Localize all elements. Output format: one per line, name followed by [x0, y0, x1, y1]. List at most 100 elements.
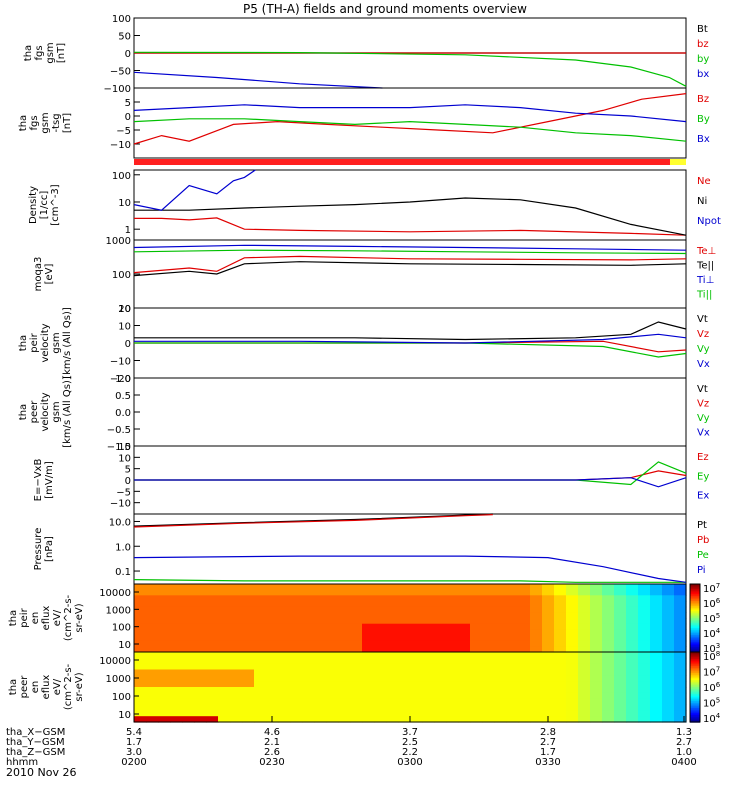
spectrogram-cell [410, 635, 423, 642]
spectrogram-cell [302, 606, 315, 613]
spectrogram-cell [170, 646, 183, 653]
spectrogram-cell [398, 681, 411, 688]
spectrogram-cell [398, 675, 411, 682]
spectrogram-cell [158, 612, 171, 619]
spectrogram-cell [350, 716, 363, 723]
spectrogram-cell [362, 589, 375, 596]
spectrogram-cell [278, 589, 291, 596]
series-line-te [133, 261, 687, 277]
y-axis-label: eV/ [52, 678, 63, 695]
spectrogram-cell [338, 635, 351, 642]
spectrogram-cell [614, 704, 627, 711]
spectrogram-cell [434, 681, 447, 688]
spectrogram-cell [338, 687, 351, 694]
colorbar-cell [690, 645, 700, 648]
spectrogram-cell [662, 606, 675, 613]
spectrogram-cell [626, 589, 639, 596]
spectrogram-cell [614, 612, 627, 619]
spectrogram-cell [410, 589, 423, 596]
colorbar-cell [690, 694, 700, 697]
spectrogram-cell [446, 601, 459, 608]
spectrogram-cell [386, 692, 399, 700]
spectrogram-cell [206, 618, 219, 625]
spectrogram-cell [350, 646, 363, 653]
spectrogram-cell [566, 663, 579, 671]
spectrogram-cell [134, 681, 147, 688]
spectrogram-cell [590, 584, 603, 591]
spectrogram-cell [446, 687, 459, 694]
spectrogram-cell [386, 716, 399, 723]
colorbar-cell [690, 619, 700, 622]
spectrogram-cell [182, 687, 195, 694]
spectrogram-cell [590, 710, 603, 717]
spectrogram-cell [542, 629, 555, 636]
spectrogram-cell [170, 612, 183, 619]
spectrogram-cell [566, 716, 579, 723]
spectrogram-cell [674, 623, 687, 630]
spectrogram-cell [434, 669, 447, 676]
spectrogram-cell [350, 698, 363, 706]
legend-pt: Pt [697, 520, 707, 531]
spectrogram-cell [578, 704, 591, 711]
legend-bx: bx [697, 69, 709, 80]
colorbar-cell [690, 680, 700, 683]
spectrogram-cell [182, 629, 195, 636]
spectrogram-cell [194, 629, 207, 636]
spectrogram-cell [662, 657, 675, 665]
spectrogram-cell [254, 698, 267, 706]
spectrogram-cell [482, 657, 495, 665]
legend-ne: Ne [697, 176, 711, 187]
spectrogram-cell [254, 618, 267, 625]
spectrogram-cell [374, 687, 387, 694]
series-line-pb [133, 514, 493, 528]
spectrogram-cell [266, 646, 279, 653]
spectrogram-cell [410, 652, 423, 659]
spectrogram-cell [482, 589, 495, 596]
spectrogram-cell [518, 606, 531, 613]
series-line-vy [134, 342, 687, 358]
spectrogram-cell [410, 681, 423, 688]
spectrogram-cell [326, 681, 339, 688]
spectrogram-cell [662, 635, 675, 642]
spectrogram-cell [482, 687, 495, 694]
spectrogram-cell [338, 646, 351, 653]
spectrogram-cell [314, 675, 327, 682]
spectrogram-cell [494, 584, 507, 591]
spectrogram-cell [194, 692, 207, 700]
spectrogram-cell [242, 584, 255, 591]
spectrogram-cell [602, 687, 615, 694]
spectrogram-cell [458, 618, 471, 625]
y-axis-label: Pressure [33, 528, 44, 571]
spectrogram-cell [410, 692, 423, 700]
colorbar-cell [690, 664, 700, 667]
spectrogram-cell [146, 601, 159, 608]
spectrogram-cell [290, 657, 303, 665]
spectrogram-cell [230, 675, 243, 682]
y-tick-label: −50 [110, 67, 131, 78]
spectrogram-cell [242, 629, 255, 636]
spectrogram-cell [398, 589, 411, 596]
spectrogram-cell [230, 669, 243, 676]
spectrogram-cell [422, 635, 435, 642]
spectrogram-cell [170, 640, 183, 647]
spectrogram-cell [506, 629, 519, 636]
spectrogram-cell [446, 623, 459, 630]
panel-frame [133, 377, 687, 447]
spectrogram-cell [218, 601, 231, 608]
spectrogram-cell [362, 635, 375, 642]
colorbar-cell [690, 666, 700, 669]
colorbar-cell [690, 662, 700, 665]
spectrogram-cell [302, 652, 315, 659]
spectrogram-cell [302, 635, 315, 642]
spectrogram-cell [146, 669, 159, 676]
spectrogram-cell [230, 652, 243, 659]
y-tick-label: 100 [112, 171, 131, 182]
spectrogram-cell [422, 606, 435, 613]
spectrogram-cell [218, 675, 231, 682]
spectrogram-cell [290, 618, 303, 625]
colorbar-cell [690, 704, 700, 707]
spectrogram-cell [674, 612, 687, 619]
spectrogram-cell [482, 663, 495, 671]
colorbar-cell [690, 655, 700, 658]
colorbar-cell [690, 584, 700, 587]
